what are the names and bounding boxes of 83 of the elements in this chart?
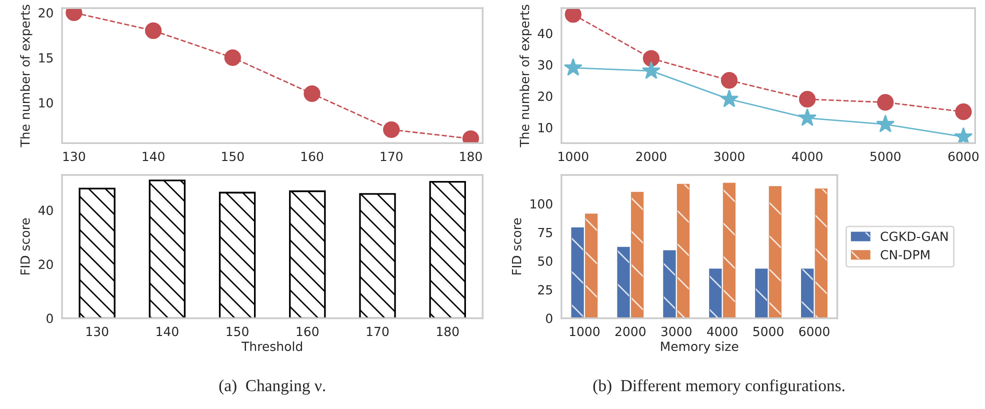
bar (801, 268, 814, 318)
bar (359, 193, 396, 318)
point (798, 108, 817, 126)
y-tick-label: 100 (530, 199, 552, 209)
bar (571, 227, 584, 318)
y-tick-label: 20 (538, 92, 552, 101)
legend-label: CN-DPM (880, 250, 930, 260)
x-tick-label: 6000 (948, 152, 979, 162)
x-tick-label: 170 (366, 326, 389, 336)
text: (a) Changing ν. (219, 380, 326, 395)
x-tick-label: 160 (296, 326, 318, 336)
bar (630, 192, 644, 318)
y-tick-label: 0 (546, 314, 552, 324)
bar (676, 184, 690, 318)
point (798, 90, 816, 108)
y-axis-title: FID score (20, 218, 30, 274)
x-tick-label: 180 (460, 152, 482, 162)
x-tick-label: 2000 (636, 152, 666, 162)
y-tick-label: 10 (39, 98, 53, 108)
bar (709, 268, 722, 318)
point (876, 114, 895, 132)
bar (617, 246, 630, 318)
bar (78, 188, 116, 318)
bar (722, 182, 736, 318)
bar (814, 188, 828, 318)
bar (755, 268, 768, 318)
y-tick-label: 25 (538, 285, 552, 294)
point (224, 49, 242, 66)
bar (663, 250, 676, 318)
y-tick-label: 0 (46, 314, 53, 324)
y-axis-title: The number of experts (520, 4, 532, 148)
y-tick-label: 30 (538, 60, 552, 70)
x-tick-label: 150 (226, 326, 248, 336)
point (720, 89, 739, 108)
y-tick-label: 10 (538, 122, 552, 132)
point (642, 50, 660, 67)
y-tick-label: 40 (538, 28, 552, 38)
point (954, 127, 973, 144)
point (955, 103, 972, 120)
bar (429, 180, 466, 318)
x-tick-label: 140 (156, 326, 178, 336)
x-tick-label: 4000 (792, 152, 822, 162)
point (304, 85, 320, 102)
point (383, 121, 400, 138)
x-tick-label: 130 (86, 326, 108, 336)
x-axis-title: Threshold (242, 341, 302, 352)
x-tick-label: 160 (301, 152, 324, 162)
x-tick-label: 3000 (714, 152, 744, 162)
y-tick-label: 50 (538, 256, 552, 266)
x-tick-label: 5000 (870, 152, 900, 162)
y-tick-label: 15 (39, 53, 53, 63)
x-tick-label: 1000 (570, 326, 600, 336)
bar (585, 214, 598, 318)
point (720, 72, 738, 89)
y-tick-label: 40 (38, 206, 53, 216)
y-tick-label: 20 (38, 260, 53, 270)
x-tick-label: 180 (437, 326, 459, 336)
point (642, 61, 660, 79)
bar (289, 190, 326, 318)
x-tick-label: 170 (380, 152, 402, 162)
x-tick-label: 2000 (615, 326, 646, 336)
point (144, 22, 162, 40)
x-tick-label: 3000 (661, 326, 692, 336)
bar (218, 192, 256, 318)
y-tick-label: 20 (38, 8, 53, 18)
x-tick-label: 5000 (753, 326, 784, 336)
point (877, 94, 894, 111)
bar (148, 180, 186, 318)
x-tick-label: 6000 (799, 326, 830, 336)
x-axis-title: Memory size (661, 341, 738, 354)
y-tick-label: 75 (538, 228, 552, 238)
x-tick-label: 150 (222, 152, 244, 162)
x-tick-label: 140 (142, 152, 164, 162)
y-axis-title: The number of experts (20, 4, 32, 148)
legend-label: CGKD-GAN (880, 232, 948, 242)
y-axis-title: FID score (512, 218, 522, 274)
point (564, 58, 582, 76)
x-tick-label: 130 (63, 152, 86, 162)
text: (b) Different memory configurations. (593, 379, 844, 395)
x-tick-label: 1000 (558, 152, 588, 162)
x-tick-label: 4000 (707, 326, 738, 336)
bar (768, 186, 782, 318)
point (564, 8, 582, 23)
